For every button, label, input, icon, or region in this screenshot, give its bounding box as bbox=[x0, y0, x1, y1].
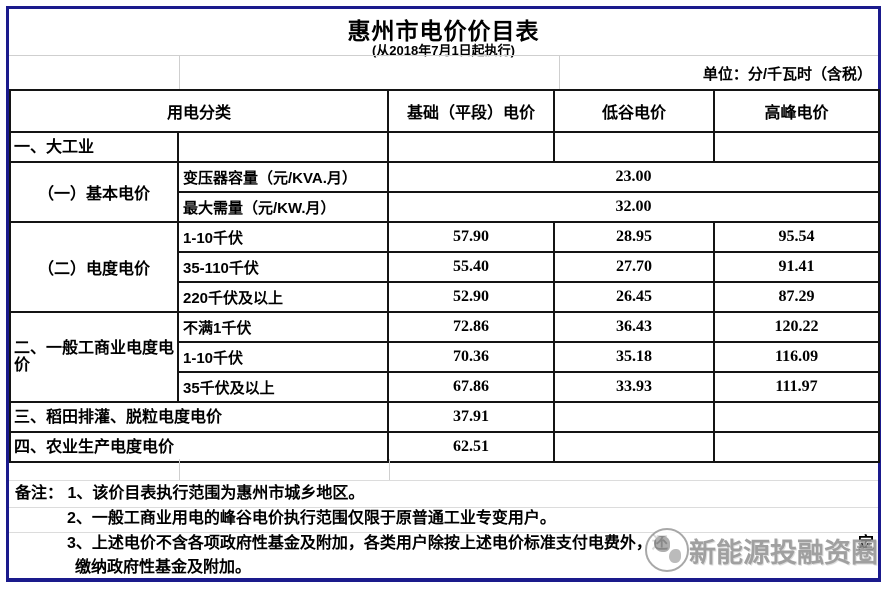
col-header-peak-price: 高峰电价 bbox=[713, 89, 881, 133]
row-commercial-under1kv: 二、一般工商业电度电价 不满1千伏 72.86 36.43 120.22 bbox=[9, 311, 881, 403]
gridline bbox=[9, 532, 878, 533]
label-voltage-tier: 不满1千伏 bbox=[176, 311, 390, 343]
note-line-2: 2、一般工商业用电的峰谷电价执行范围仅限于原普通工业专变用户。 bbox=[9, 506, 878, 531]
note-line-3: 3、上述电价不含各项政府性基金及附加，各类用户除按上述电价标准支付电费外，还 定 bbox=[9, 531, 878, 556]
value-peak: 111.97 bbox=[713, 371, 881, 403]
note-line-1: 备注： 1、该价目表执行范围为惠州市城乡地区。 bbox=[9, 481, 878, 506]
value-base: 72.86 bbox=[387, 311, 556, 343]
label-voltage-tier: 1-10千伏 bbox=[176, 221, 390, 253]
price-table: 用电分类 基础（平段）电价 低谷电价 高峰电价 一、大工业 （一）基本电价 变压… bbox=[8, 89, 881, 463]
section-label-irrigation: 三、稻田排灌、脱粒电度电价 bbox=[8, 401, 390, 433]
section-label-agriculture: 四、农业生产电度电价 bbox=[8, 431, 390, 463]
gridline bbox=[389, 459, 390, 481]
value-base: 62.51 bbox=[387, 431, 556, 463]
page-title: 惠州市电价价目表 bbox=[347, 18, 540, 44]
value-valley: 33.93 bbox=[553, 371, 716, 403]
group-label-basic-price: （一）基本电价 bbox=[9, 161, 179, 223]
gridline bbox=[179, 55, 180, 89]
empty-cell bbox=[713, 401, 881, 433]
row-commercial-35kv: 35千伏及以上 67.86 33.93 111.97 bbox=[10, 371, 881, 403]
row-large-industry-header: 一、大工业 bbox=[9, 131, 881, 163]
group-label-degree-price: （二）电度电价 bbox=[9, 221, 179, 313]
value-transformer-capacity: 23.00 bbox=[387, 161, 881, 193]
gridline bbox=[559, 55, 560, 89]
value-peak: 91.41 bbox=[713, 251, 881, 283]
value-valley: 26.45 bbox=[553, 281, 716, 313]
value-base: 67.86 bbox=[387, 371, 556, 403]
row-degree-220kv: 220千伏及以上 52.90 26.45 87.29 bbox=[10, 281, 881, 313]
unit-label: 单位：分/千瓦时（含税） bbox=[702, 66, 872, 83]
row-degree-1-10kv: （二）电度电价 1-10千伏 57.90 28.95 95.54 bbox=[9, 221, 881, 313]
empty-cell bbox=[713, 431, 881, 463]
table-header-row: 用电分类 基础（平段）电价 低谷电价 高峰电价 bbox=[8, 89, 881, 133]
value-max-demand: 32.00 bbox=[387, 191, 881, 223]
row-transformer-capacity: （一）基本电价 变压器容量（元/KVA.月） 23.00 bbox=[9, 161, 881, 223]
value-base: 55.40 bbox=[387, 251, 556, 283]
row-agriculture: 四、农业生产电度电价 62.51 bbox=[8, 431, 881, 463]
section-label-large-industry: 一、大工业 bbox=[9, 131, 179, 163]
value-valley: 35.18 bbox=[553, 341, 716, 373]
note-3-text-end: 定 bbox=[857, 535, 874, 552]
value-peak: 87.29 bbox=[713, 281, 881, 313]
gridline bbox=[9, 480, 878, 481]
label-voltage-tier: 35-110千伏 bbox=[176, 251, 390, 283]
note-3-continuation: 缴纳政府性基金及附加。 bbox=[75, 559, 252, 576]
price-sheet: 惠州市电价价目表 (从2018年7月1日起执行) 单位：分/千瓦时（含税） 用电… bbox=[6, 6, 881, 582]
empty-cell bbox=[553, 401, 716, 433]
value-peak: 95.54 bbox=[713, 221, 881, 253]
col-header-category: 用电分类 bbox=[8, 89, 390, 133]
col-header-valley-price: 低谷电价 bbox=[553, 89, 716, 133]
value-base: 37.91 bbox=[387, 401, 556, 433]
note-2-text: 2、一般工商业用电的峰谷电价执行范围仅限于原普通工业专变用户。 bbox=[67, 510, 556, 527]
value-peak: 120.22 bbox=[713, 311, 881, 343]
value-base: 57.90 bbox=[387, 221, 556, 253]
label-voltage-tier: 35千伏及以上 bbox=[176, 371, 390, 403]
row-irrigation: 三、稻田排灌、脱粒电度电价 37.91 bbox=[8, 401, 881, 433]
empty-cell bbox=[387, 131, 556, 163]
gridline bbox=[179, 459, 180, 481]
row-max-demand: 最大需量（元/KW.月） 32.00 bbox=[10, 191, 881, 223]
empty-cell bbox=[713, 131, 881, 163]
label-max-demand: 最大需量（元/KW.月） bbox=[176, 191, 390, 223]
note-3-text: 3、上述电价不含各项政府性基金及附加，各类用户除按上述电价标准支付电费外，还 bbox=[67, 535, 668, 552]
note-line-4: 缴纳政府性基金及附加。 bbox=[9, 556, 878, 579]
label-voltage-tier: 1-10千伏 bbox=[176, 341, 390, 373]
notes-section: 备注： 1、该价目表执行范围为惠州市城乡地区。 2、一般工商业用电的峰谷电价执行… bbox=[9, 481, 878, 579]
value-valley: 28.95 bbox=[553, 221, 716, 253]
value-base: 52.90 bbox=[387, 281, 556, 313]
gridline bbox=[9, 507, 878, 508]
empty-cell bbox=[553, 431, 716, 463]
effective-date-subtitle: (从2018年7月1日起执行) bbox=[371, 43, 516, 58]
note-1-text: 1、该价目表执行范围为惠州市城乡地区。 bbox=[67, 485, 365, 502]
col-header-base-price: 基础（平段）电价 bbox=[387, 89, 556, 133]
row-commercial-1-10kv: 1-10千伏 70.36 35.18 116.09 bbox=[10, 341, 881, 373]
label-voltage-tier: 220千伏及以上 bbox=[176, 281, 390, 313]
row-degree-35-110kv: 35-110千伏 55.40 27.70 91.41 bbox=[10, 251, 881, 283]
section-label-general-commercial: 二、一般工商业电度电价 bbox=[9, 311, 179, 403]
empty-cell bbox=[553, 131, 716, 163]
notes-label: 备注： bbox=[15, 485, 64, 502]
value-base: 70.36 bbox=[387, 341, 556, 373]
gridline bbox=[9, 55, 878, 56]
value-valley: 27.70 bbox=[553, 251, 716, 283]
empty-cell bbox=[176, 131, 390, 163]
label-transformer-capacity: 变压器容量（元/KVA.月） bbox=[176, 161, 390, 193]
value-peak: 116.09 bbox=[713, 341, 881, 373]
value-valley: 36.43 bbox=[553, 311, 716, 343]
